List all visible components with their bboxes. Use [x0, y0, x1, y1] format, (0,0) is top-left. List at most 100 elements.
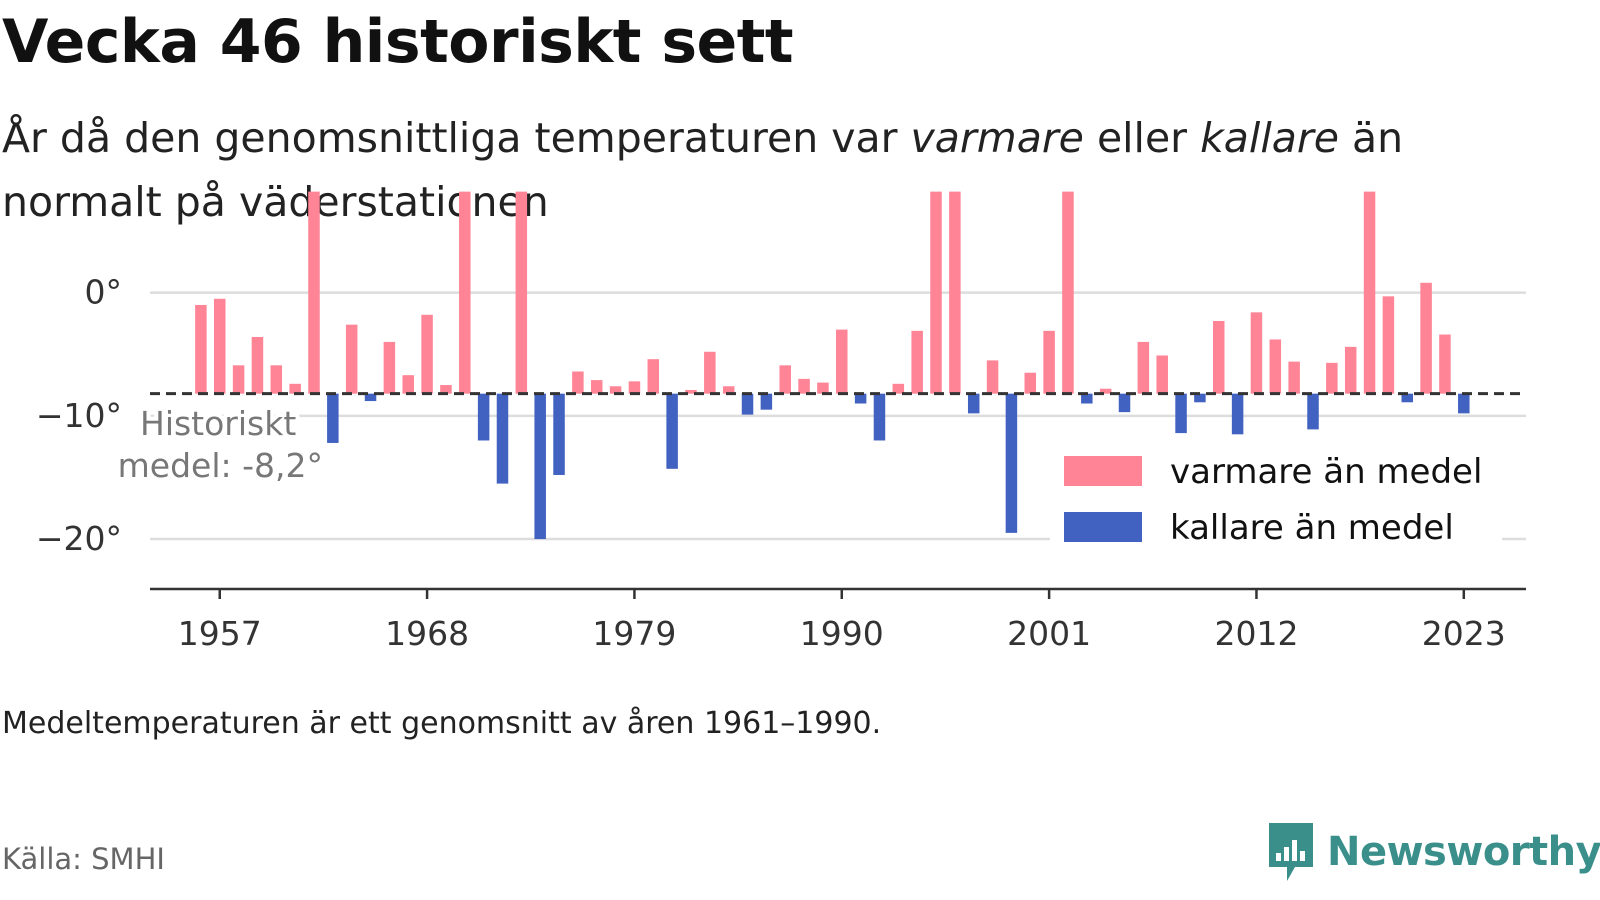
- bar-warm: [1382, 296, 1395, 394]
- x-tick-label: 1957: [178, 614, 262, 653]
- bar-warm: [685, 389, 697, 394]
- bar-cold: [534, 393, 546, 540]
- bar-warm: [515, 191, 528, 394]
- bar-cold: [1005, 393, 1018, 533]
- bar-cold: [666, 393, 678, 469]
- bar-warm: [1269, 339, 1282, 394]
- bar-cold: [553, 393, 565, 475]
- subtitle-warmer: varmare: [910, 114, 1084, 162]
- bar-warm: [1250, 312, 1263, 394]
- bar-cold: [1458, 393, 1470, 414]
- bar-warm: [1156, 355, 1168, 394]
- bar-warm: [270, 365, 283, 394]
- bar-warm: [345, 324, 358, 394]
- bar-cold: [1401, 393, 1413, 403]
- bar-warm: [459, 191, 471, 394]
- bar-warm: [289, 383, 301, 394]
- source-label: Källa: SMHI: [2, 842, 165, 876]
- bar-cold: [477, 393, 490, 441]
- y-tick-label: −20°: [36, 519, 122, 558]
- bar-warm: [892, 383, 905, 394]
- bar-warm: [421, 314, 433, 394]
- subtitle-text-2: eller: [1083, 114, 1201, 162]
- bar-cold: [1081, 393, 1093, 404]
- bar-warm: [1213, 320, 1225, 394]
- bar-warm: [308, 191, 320, 394]
- bar-cold: [1175, 393, 1187, 434]
- bar-warm: [647, 359, 660, 394]
- bar-warm: [798, 378, 810, 394]
- y-axis: 0° −10° −20°: [36, 273, 122, 558]
- bar-warm: [722, 386, 735, 394]
- x-tick-label: 1990: [800, 614, 884, 653]
- bar-warm: [817, 382, 829, 394]
- brand-name: Newsworthy: [1327, 829, 1600, 875]
- x-tick-label: 2023: [1422, 614, 1506, 653]
- bar-warm: [1439, 334, 1451, 394]
- bar-warm: [836, 329, 848, 394]
- bar-warm: [704, 351, 716, 394]
- baseline-label-line: Historiskt: [140, 404, 296, 443]
- bar-cold: [1194, 393, 1206, 403]
- subtitle-colder: kallare: [1200, 114, 1339, 162]
- bar-warm: [402, 375, 414, 394]
- bars: [195, 191, 1470, 540]
- chart-subtitle: År då den genomsnittliga temperaturen va…: [2, 106, 1522, 234]
- bar-warm: [609, 386, 622, 394]
- y-tick-label: −10°: [36, 396, 122, 435]
- bar-cold: [760, 393, 773, 410]
- newsworthy-logo-icon: [1269, 823, 1313, 881]
- bar-warm: [1363, 191, 1376, 394]
- baseline-label-line: medel: -8,2°: [118, 446, 323, 485]
- y-tick-label: 0°: [85, 273, 123, 312]
- bar-warm: [911, 330, 923, 394]
- bar-warm: [1024, 372, 1037, 394]
- bar-warm: [986, 360, 999, 394]
- bar-cold: [327, 393, 339, 443]
- bar-cold: [496, 393, 509, 484]
- bar-warm: [628, 381, 641, 394]
- bar-warm: [1043, 330, 1055, 394]
- bar-warm: [195, 304, 207, 394]
- x-tick-label: 2012: [1214, 614, 1298, 653]
- bar-cold: [967, 393, 980, 414]
- bar-warm: [440, 385, 452, 394]
- bar-warm: [1326, 362, 1338, 394]
- subtitle-text-1: År då den genomsnittliga temperaturen va…: [2, 114, 911, 162]
- x-tick-label: 2001: [1007, 614, 1091, 653]
- legend-swatch: [1064, 456, 1142, 486]
- chart-title: Vecka 46 historiskt sett: [2, 7, 794, 77]
- footnote: Medeltemperaturen är ett genomsnitt av å…: [2, 706, 882, 741]
- bar-warm: [1420, 282, 1432, 394]
- x-tick-label: 1968: [385, 614, 469, 653]
- subtitle-text-3: än normalt på väderstationen: [2, 114, 1404, 226]
- bar-warm: [251, 336, 264, 394]
- legend-label: varmare än medel: [1170, 452, 1482, 492]
- bar-cold: [873, 393, 886, 441]
- x-tick-label: 1979: [592, 614, 676, 653]
- bar-warm: [949, 191, 961, 394]
- bar-warm: [590, 380, 603, 394]
- bar-cold: [364, 393, 377, 402]
- bar-warm: [1137, 341, 1150, 394]
- bar-warm: [1099, 388, 1112, 394]
- bar-warm: [1344, 346, 1357, 394]
- x-axis: 1957 1968 1979 1990 2001 2012 2023: [178, 589, 1506, 653]
- bar-cold: [1231, 393, 1244, 435]
- bar-cold: [854, 393, 867, 404]
- bar-warm: [1062, 191, 1074, 394]
- bar-warm: [383, 341, 396, 394]
- bar-warm: [572, 371, 584, 394]
- legend-label: kallare än medel: [1170, 508, 1454, 548]
- legend: varmare än medel kallare än medel: [1050, 442, 1502, 552]
- legend-swatch: [1064, 512, 1142, 542]
- bar-warm: [213, 298, 226, 394]
- bar-cold: [1307, 393, 1319, 430]
- bar-cold: [1118, 393, 1131, 413]
- brand-logo: Newsworthy: [1265, 820, 1600, 884]
- bar-warm: [930, 191, 942, 394]
- bar-warm: [779, 365, 791, 394]
- bar-warm: [1288, 361, 1300, 394]
